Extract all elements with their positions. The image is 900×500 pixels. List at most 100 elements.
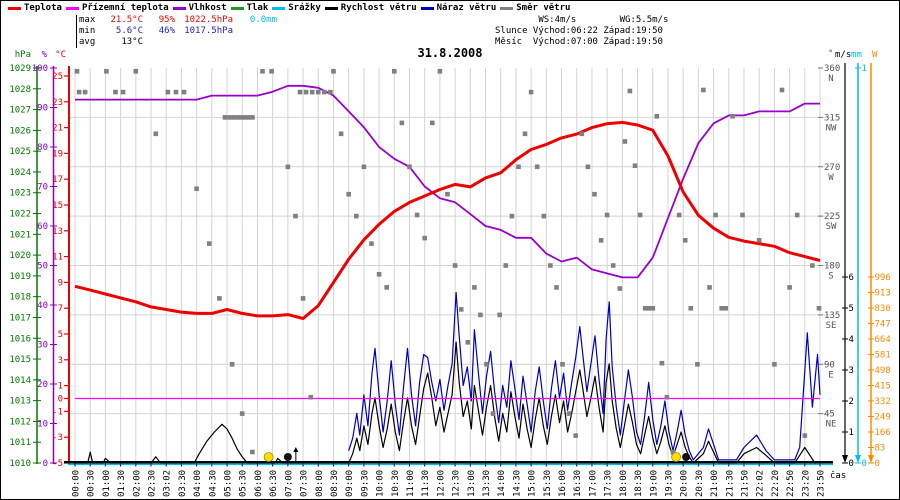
stats-value [233,37,277,48]
svg-text:23:20: 23:20 [801,470,811,497]
svg-text:21: 21 [52,124,63,134]
svg-text:360: 360 [824,64,840,74]
svg-text:581: 581 [875,350,891,360]
svg-text:25: 25 [52,72,63,82]
svg-text:3: 3 [849,366,854,376]
svg-text:07:30: 07:30 [300,470,310,497]
svg-text:1018: 1018 [9,293,31,303]
svg-text:11:30: 11:30 [421,470,431,497]
stats-value: 5.6°C [115,26,143,36]
svg-text:-3: -3 [52,433,63,443]
svg-text:22:50: 22:50 [786,470,796,497]
series-vlhkost [75,84,820,279]
sunset-icon [671,452,681,462]
svg-text:1016: 1016 [9,334,31,344]
svg-text:09:00: 09:00 [345,470,355,497]
svg-text:05:00: 05:00 [224,470,234,497]
y-axes-right: 360N315NW270W225SW180S135SE90E45NE°01234… [818,49,891,469]
svg-text:1: 1 [862,64,867,74]
legend-item: Náraz větru [420,3,496,13]
legend-item: Směr větru [500,3,570,13]
svg-text:315: 315 [824,113,840,123]
svg-text:1021: 1021 [9,230,31,240]
svg-text:1013: 1013 [9,397,31,407]
legend-item-label: Směr větru [516,3,571,13]
svg-text:20:30: 20:30 [695,470,705,497]
svg-text:SE: SE [826,321,837,331]
svg-text:1: 1 [849,428,854,438]
svg-text:0: 0 [58,395,63,405]
svg-text:9: 9 [58,278,63,288]
moonrise-icon [283,453,292,461]
svg-text:16:30: 16:30 [573,470,583,497]
stats-row-label: max [79,15,96,25]
svg-text:5: 5 [58,330,63,340]
moonset-icon [682,453,691,461]
svg-text:07:00: 07:00 [284,470,294,497]
series-teplota [74,120,821,320]
svg-text:-1: -1 [52,407,63,417]
svg-text:17: 17 [52,175,63,185]
svg-text:W: W [828,173,834,183]
svg-text:06:30: 06:30 [269,470,279,497]
svg-text:1017: 1017 [9,313,31,323]
svg-text:05:30: 05:30 [239,470,249,497]
precip-axis-title: mm [851,50,862,60]
svg-text:2: 2 [849,397,854,407]
svg-text:332: 332 [875,397,891,407]
svg-text:1026: 1026 [9,126,31,136]
svg-text:135: 135 [824,311,840,321]
temp-axis-title: °C [55,50,66,60]
svg-text:20:00: 20:00 [680,470,690,497]
svg-text:166: 166 [875,428,891,438]
stats-value: 21.5°C [110,15,143,25]
svg-text:06:00: 06:00 [254,470,264,497]
y-axes-left: 1010101110121013101410151016101710181019… [9,50,70,469]
svg-text:13: 13 [52,227,63,237]
svg-text:04:30: 04:30 [208,470,218,497]
stats-row: max 21.5°C 95% 1022.5hPa 0.0mm [79,15,277,26]
legend-item-label: Rychlost větru [340,3,417,13]
svg-text:15:00: 15:00 [528,470,538,497]
svg-text:14:30: 14:30 [512,470,522,497]
radiation-axis-title: W [872,50,878,60]
svg-text:5: 5 [849,304,854,314]
stats-row-label: avg [79,37,96,47]
svg-text:15:30: 15:30 [543,470,553,497]
svg-text:S: S [828,272,833,282]
svg-text:45: 45 [824,410,835,420]
svg-text:0: 0 [849,459,854,469]
svg-text:23:50: 23:50 [817,470,827,497]
legend-item-label: Vlhkost [188,3,227,13]
svg-text:13:00: 13:00 [467,470,477,497]
sun-moon-info-line: Měsíc Východ:07:00 Západ:19:50 [495,37,663,47]
legend-item-label: Přízemní teplota [81,3,169,13]
time-labels: 00:00 00:30 01:00 01:30 02:00 02:30 03:02 03:30… [72,470,847,497]
svg-text:SW: SW [826,222,837,232]
svg-text:00:00: 00:00 [72,470,82,497]
svg-text:12:00: 12:00 [436,470,446,497]
svg-text:19:00: 19:00 [649,470,659,497]
legend-item: Tlak [230,3,268,13]
svg-text:1020: 1020 [9,251,31,261]
stats-value: 1022.5hPa [184,15,233,25]
svg-text:19: 19 [52,149,63,159]
legend-color-dash-icon [230,6,244,10]
svg-text:1025: 1025 [9,147,31,157]
svg-text:10: 10 [37,420,48,430]
svg-text:21:50: 21:50 [740,470,750,497]
legend-item: Přízemní teplota [65,3,169,13]
sunrise-icon [263,452,274,462]
svg-text:83: 83 [875,443,886,453]
gridlines [68,68,833,462]
svg-text:10:30: 10:30 [391,470,401,497]
svg-text:996: 996 [875,273,891,283]
legend-item-label: Srážky [288,3,321,13]
header-divider [76,15,77,48]
svg-text:15: 15 [52,201,63,211]
svg-text:02:00: 02:00 [132,470,142,497]
stats-value: 46% [158,26,175,36]
svg-text:08:00: 08:00 [315,470,325,497]
svg-text:4: 4 [849,335,854,345]
